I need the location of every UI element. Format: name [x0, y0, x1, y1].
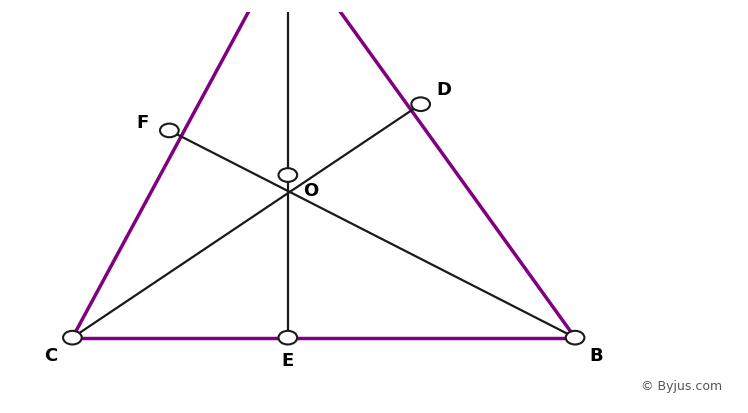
Text: B: B [589, 347, 604, 365]
Text: O: O [303, 182, 319, 200]
Circle shape [160, 123, 179, 137]
Text: E: E [282, 352, 294, 370]
Text: F: F [136, 114, 148, 132]
Text: C: C [44, 347, 58, 365]
Circle shape [411, 97, 430, 111]
Circle shape [565, 331, 584, 344]
Circle shape [278, 331, 297, 344]
Text: D: D [436, 81, 451, 99]
Text: © Byjus.com: © Byjus.com [641, 380, 723, 393]
Circle shape [278, 168, 297, 182]
Circle shape [63, 331, 82, 344]
